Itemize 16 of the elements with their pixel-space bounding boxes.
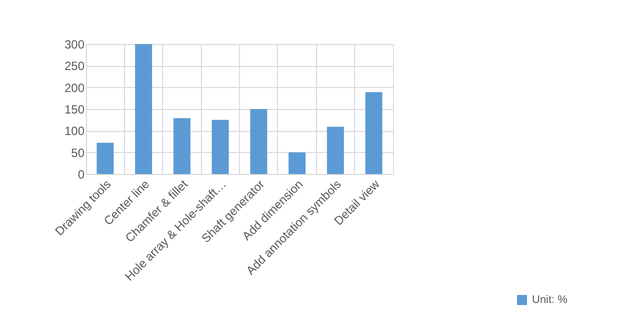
y-tick-label: 200 — [64, 80, 85, 95]
bar — [288, 152, 306, 174]
bar — [135, 44, 152, 174]
y-tick-label: 300 — [64, 38, 85, 52]
bar — [326, 126, 344, 174]
y-tick-label: 150 — [64, 102, 85, 116]
y-tick-label: 0 — [78, 168, 85, 182]
y-tick-label: 250 — [64, 59, 85, 74]
bar — [173, 118, 190, 174]
y-tick-label: 50 — [71, 146, 85, 160]
bar — [365, 92, 382, 174]
y-tick-label: 100 — [64, 124, 85, 138]
legend-label: Unit: % — [532, 294, 568, 306]
bar — [250, 109, 268, 174]
bar — [212, 120, 229, 174]
bar — [96, 142, 114, 174]
